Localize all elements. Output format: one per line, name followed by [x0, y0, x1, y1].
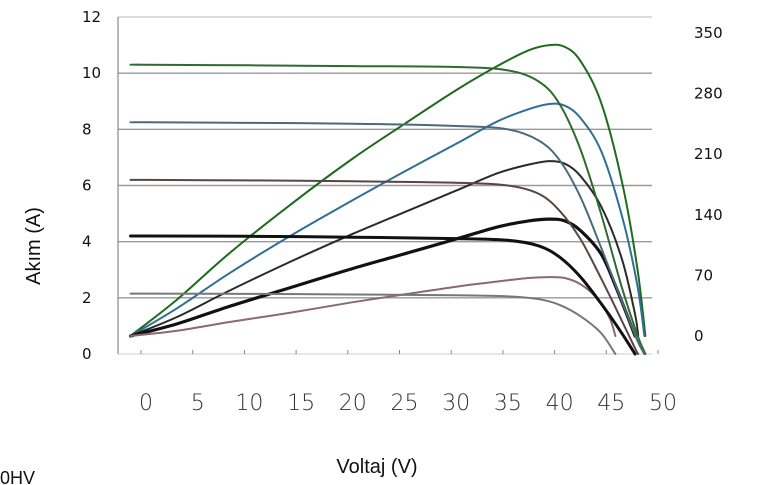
- x-tick-20: 20: [339, 391, 367, 416]
- x-tick-15: 15: [287, 391, 315, 416]
- right-tick-350: 350: [694, 24, 723, 42]
- left-tick-10: 10: [82, 64, 101, 82]
- tick-layer: 0 2 4 6 8 10 12 0 70 140 210 280 350 0 5 10 15 20 25 30 35 40…: [82, 8, 723, 416]
- right-tick-210: 210: [694, 145, 723, 163]
- x-tick-0: 0: [139, 391, 153, 416]
- x-axis-label: Voltaj (V): [336, 456, 417, 478]
- x-tick-50: 50: [649, 391, 677, 416]
- current-curve-1: [129, 63, 647, 355]
- x-tick-5: 5: [191, 391, 205, 416]
- x-tick-10: 10: [235, 391, 263, 416]
- right-tick-280: 280: [694, 85, 723, 103]
- left-tick-2: 2: [82, 289, 92, 307]
- current-curve-5: [129, 292, 617, 355]
- current-curve-2: [129, 121, 646, 355]
- power-curve-4: [128, 217, 637, 338]
- x-tick-25: 25: [391, 391, 419, 416]
- corner-text: 0HV: [0, 468, 35, 485]
- left-tick-6: 6: [82, 177, 92, 195]
- left-tick-4: 4: [82, 233, 92, 251]
- right-tick-140: 140: [694, 206, 723, 224]
- right-tick-0: 0: [694, 327, 704, 345]
- x-tick-30: 30: [442, 391, 470, 416]
- left-tick-12: 12: [82, 8, 101, 26]
- power-curve-3: [129, 160, 640, 337]
- power-curve-5: [129, 276, 617, 337]
- power-curve-1: [129, 43, 647, 337]
- left-tick-0: 0: [82, 345, 92, 363]
- x-tick-40: 40: [546, 391, 574, 416]
- current-curve-3: [129, 178, 640, 355]
- left-tick-8: 8: [82, 120, 92, 138]
- y-axis-label: Akım (A): [23, 207, 45, 285]
- current-curve-4: [129, 234, 637, 356]
- grid-layer: [118, 16, 652, 299]
- x-tick-45: 45: [597, 391, 625, 416]
- curve-layer: [128, 43, 647, 356]
- axis-layer: [117, 17, 652, 355]
- right-tick-70: 70: [694, 266, 713, 284]
- power-curve-2: [129, 102, 646, 337]
- x-tick-35: 35: [494, 391, 522, 416]
